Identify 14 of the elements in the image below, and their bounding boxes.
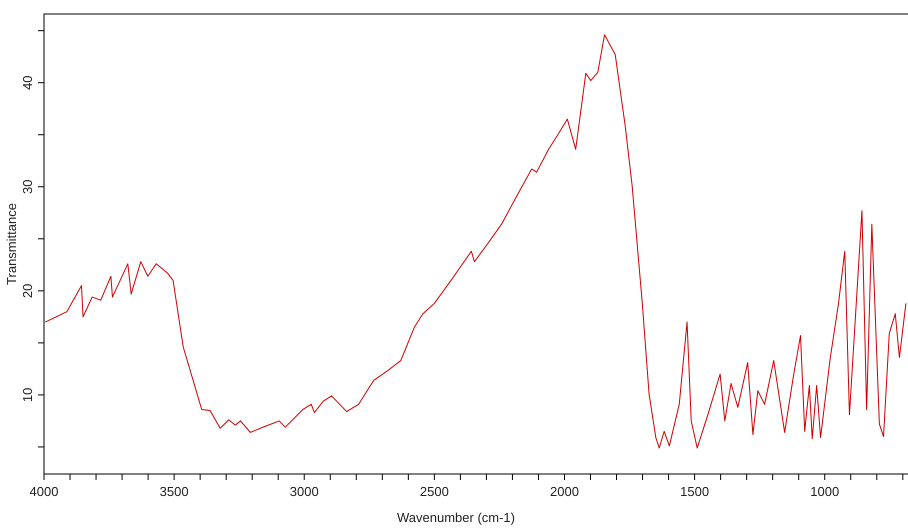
y-tick-label: 20 <box>20 284 35 298</box>
x-axis-title: Wavenumber (cm-1) <box>397 510 515 525</box>
x-tick-label: 2000 <box>550 484 579 499</box>
x-tick-label: 1500 <box>680 484 710 499</box>
y-axis-title: Transmittance <box>4 203 19 285</box>
line-series <box>44 34 906 448</box>
x-tick-label: 3500 <box>160 484 189 499</box>
y-tick-label: 30 <box>20 180 35 194</box>
y-tick-label: 10 <box>20 388 35 402</box>
x-tick-label: 3000 <box>290 484 319 499</box>
y-tick-label: 40 <box>20 75 35 90</box>
x-tick-label: 1000 <box>810 484 840 499</box>
x-tick-label: 4000 <box>30 484 58 499</box>
x-tick-label: 2500 <box>420 484 449 499</box>
